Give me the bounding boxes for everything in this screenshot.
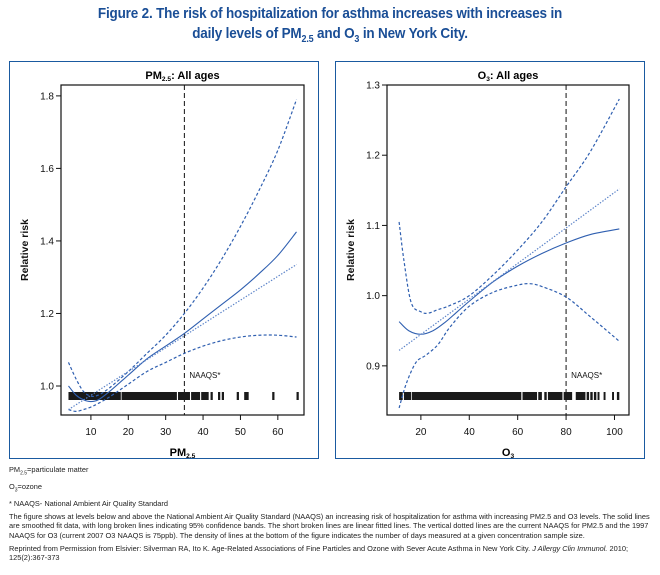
rug-mark (544, 392, 547, 400)
rug-mark (210, 392, 213, 400)
note-text: PM (9, 465, 21, 474)
chart-title: PM2.5: All ages (145, 70, 219, 83)
y-axis-label: Relative risk (19, 219, 31, 281)
rug-mark (575, 392, 586, 400)
confidence-band-line (398, 98, 620, 314)
y-tick-label: 1.1 (366, 221, 380, 232)
y-tick-label: 1.0 (40, 381, 54, 392)
naaqs-label: NAAQS* (571, 371, 602, 380)
x-tick-label: 40 (464, 427, 476, 438)
figure-title-line1: Figure 2. The risk of hospitalization fo… (97, 5, 563, 22)
rug-mark (399, 392, 403, 400)
citation-journal: J Allergy Clin Immunol. (532, 543, 608, 553)
x-tick-label: 80 (561, 427, 573, 438)
rug-mark (616, 392, 620, 400)
note-subscript: 3 (14, 487, 18, 494)
note-subscript: 2.5 (20, 470, 28, 477)
note-text: O (9, 482, 15, 492)
rug-mark (522, 392, 538, 400)
rug-mark (244, 392, 249, 400)
rug-mark (218, 392, 221, 400)
x-tick-label: 30 (160, 427, 172, 438)
rug-mark (221, 392, 224, 400)
naaqs-label: NAAQS* (189, 371, 220, 380)
rug-mark (68, 392, 121, 400)
plot-frame (386, 84, 630, 416)
pm25-definition: PM2.5=particulate matter (9, 465, 654, 479)
o3-chart-panel: O3: All ages 0.9 1.0 1.1 1.2 1.3 20 40 60 80 100 O3… (335, 61, 645, 459)
figure-notes: PM2.5=particulate matter O3=ozone * NAAQ… (9, 465, 654, 566)
plot-frame (60, 84, 305, 416)
citation-volume: 2010; 125(2):367-373 (9, 543, 629, 563)
y-tick-label: 1.0 (366, 291, 380, 302)
rug-mark (603, 392, 606, 400)
rug-mark (593, 392, 597, 400)
citation: Reprinted from Permission from Elsivier:… (9, 544, 654, 563)
smoothed-fit-line (398, 228, 620, 335)
y-tick-label: 1.2 (40, 309, 54, 320)
rug-mark (236, 392, 239, 400)
rug-mark (403, 392, 412, 400)
o3-chart: O3: All ages 0.9 1.0 1.1 1.2 1.3 20 40 60 80 100 O3… (345, 70, 630, 458)
x-tick-label: 20 (123, 427, 135, 438)
rug-mark (201, 392, 209, 400)
y-tick-label: 1.8 (40, 91, 54, 102)
y-tick-label: 1.4 (40, 236, 54, 247)
rug-mark (612, 392, 614, 400)
linear-fit-line (398, 188, 620, 351)
title-text: daily levels of PM (192, 25, 302, 42)
x-axis-label: O3 (502, 447, 515, 458)
note-text: =ozone (17, 482, 42, 492)
y-tick-label: 1.3 (366, 81, 380, 92)
title-subscript: 3 (354, 34, 360, 45)
rug-mark (597, 392, 600, 400)
x-tick-label: 50 (235, 427, 247, 438)
smoothed-fit-line (68, 231, 297, 403)
figure-title-line2: daily levels of PM2.5 and O3 in New York… (33, 24, 627, 50)
title-text: and O (313, 25, 355, 42)
rug-mark (547, 392, 563, 400)
rug-mark (586, 392, 590, 400)
x-tick-label: 20 (415, 427, 427, 438)
note-text: =particulate matter (27, 465, 89, 474)
x-tick-label: 10 (85, 427, 97, 438)
chart-title: O3: All ages (478, 70, 539, 83)
rug-mark (538, 392, 542, 400)
confidence-band-line (398, 283, 620, 409)
pm25-chart-panel: PM2.5: All ages 1.0 1.2 1.4 1.6 1.8 10 20 30 40 50… (9, 61, 319, 459)
x-tick-label: 40 (197, 427, 209, 438)
rug-mark (272, 392, 275, 400)
x-axis-label: PM2.5 (170, 447, 196, 458)
figure-title: Figure 2. The risk of hospitalization fo… (33, 4, 627, 50)
y-tick-label: 0.9 (366, 361, 380, 372)
x-tick-label: 100 (606, 427, 623, 438)
rug-mark (191, 392, 201, 400)
rug-mark (563, 392, 573, 400)
title-subscript: 2.5 (301, 34, 314, 45)
rug-mark (296, 392, 299, 400)
rug-mark (411, 392, 522, 400)
pm25-chart: PM2.5: All ages 1.0 1.2 1.4 1.6 1.8 10 20 30 40 50… (19, 70, 305, 458)
rug-mark (178, 392, 190, 400)
title-text: in New York City. (359, 25, 468, 42)
figure-description: The figure shows at levels below and abo… (9, 511, 650, 540)
confidence-band-line (68, 334, 297, 412)
citation-text: Reprinted from Permission from Elsivier:… (9, 543, 533, 553)
y-axis-label: Relative risk (345, 219, 357, 281)
x-tick-label: 60 (512, 427, 524, 438)
rug-mark (121, 392, 177, 400)
o3-definition: O3=ozone (9, 482, 654, 496)
naaqs-definition: * NAAQS- National Ambient Air Quality St… (9, 499, 168, 509)
x-tick-label: 60 (272, 427, 284, 438)
y-tick-label: 1.2 (366, 151, 380, 162)
linear-fit-line (68, 263, 297, 411)
confidence-band-line (67, 99, 298, 398)
rug-mark (590, 392, 593, 400)
y-tick-label: 1.6 (40, 164, 54, 175)
